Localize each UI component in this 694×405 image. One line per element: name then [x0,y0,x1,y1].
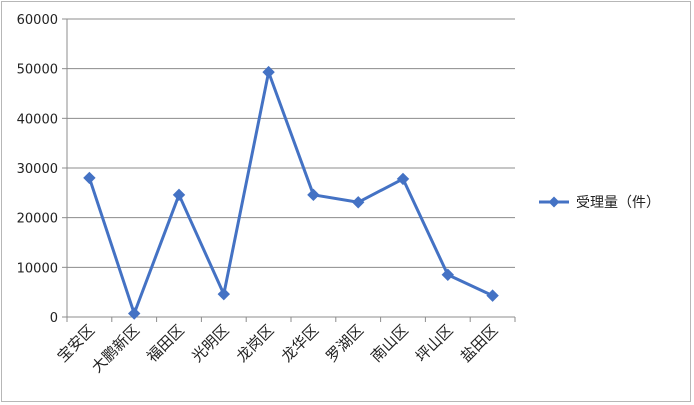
x-category-label: 罗湖区 [322,321,367,366]
series-line [87,70,494,316]
x-category-label: 南山区 [367,321,412,366]
x-category-label: 龙岗区 [233,321,278,366]
x-category-label: 盐田区 [457,321,502,366]
data-point-marker [217,287,231,301]
series-layer [83,65,499,320]
gridlines [67,18,515,268]
data-point-marker [441,268,455,281]
data-point-marker [396,172,410,186]
data-point-marker [262,65,275,79]
y-tick-label: 10000 [17,261,58,276]
data-point-marker [486,289,499,302]
y-axis-tick-labels: 0 10000 20000 30000 40000 50000 60000 [17,13,58,326]
data-point-marker [307,188,320,202]
x-category-label: 光明区 [188,321,233,366]
data-point-marker [172,188,186,202]
legend-marker [548,196,560,208]
legend-label: 受理量（件） [576,195,660,211]
y-tick-label: 50000 [17,63,58,78]
data-point-marker [351,196,365,209]
y-tick-label: 40000 [17,112,58,127]
data-point-marker [83,171,96,185]
x-category-label: 坪山区 [412,321,457,366]
y-tick-label: 0 [50,311,58,326]
data-point-marker [127,307,141,320]
x-category-label: 大鹏新区 [88,321,143,376]
y-tick-label: 60000 [17,13,58,28]
legend: 受理量（件） [539,195,660,211]
axes [62,18,516,322]
y-tick-label: 30000 [17,162,58,177]
x-category-label: 龙华区 [278,321,323,366]
y-tick-label: 20000 [17,212,58,227]
x-category-label: 福田区 [143,321,188,366]
